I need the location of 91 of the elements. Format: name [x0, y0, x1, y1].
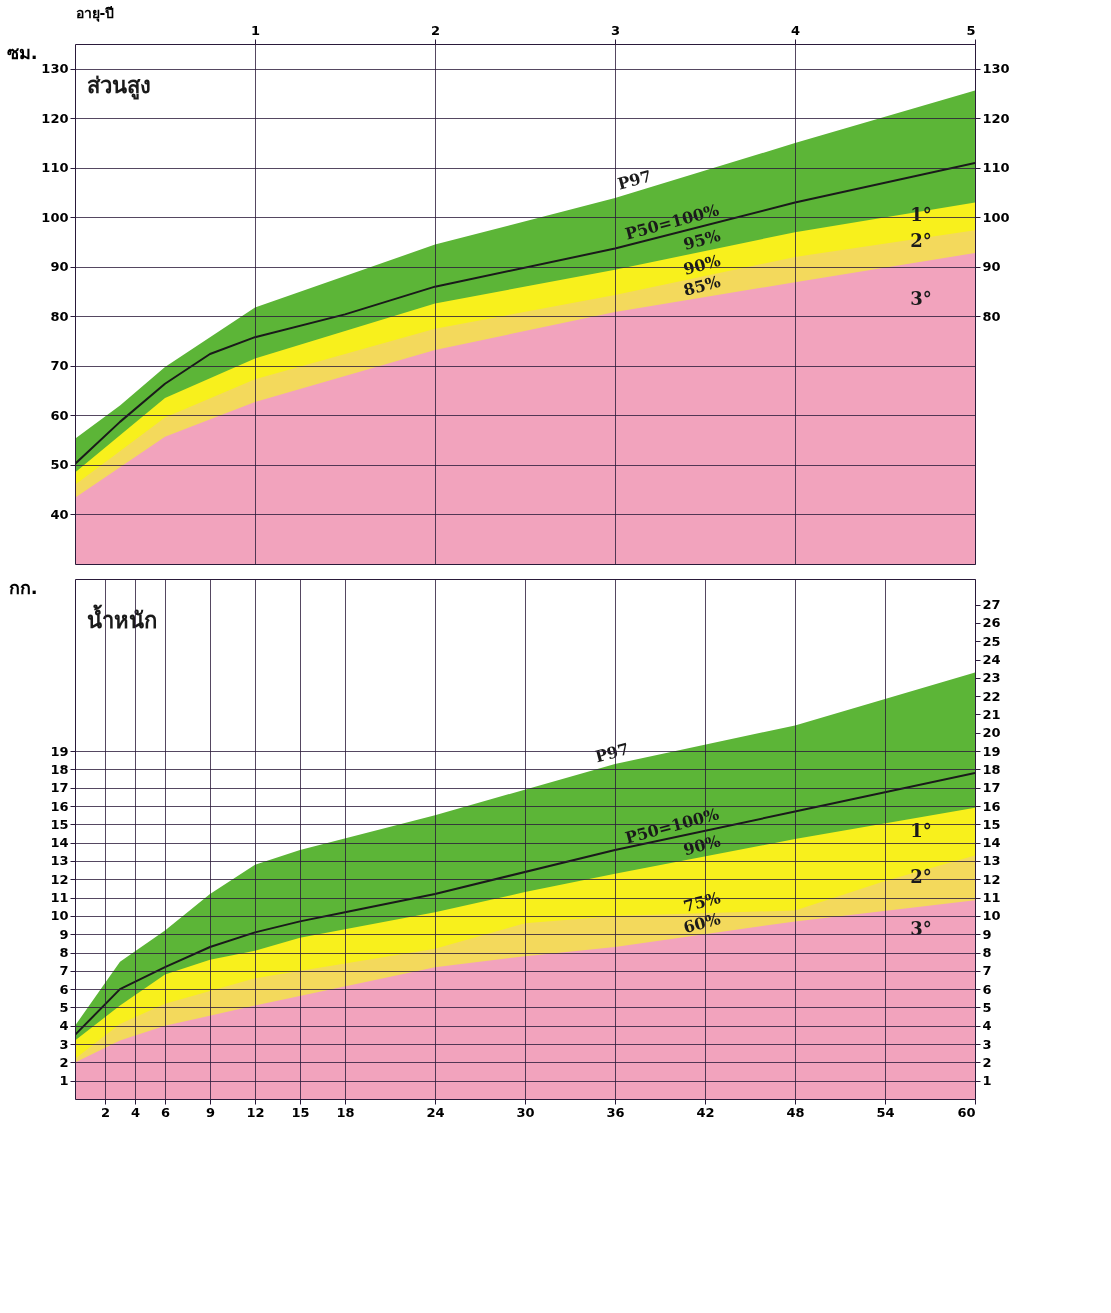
annotation: P97 [593, 739, 632, 767]
y-tick-label: 7 [59, 963, 69, 979]
x2-tick-label: 1 [250, 22, 261, 38]
x2-axis-title: อายุ-ปี [75, 4, 115, 22]
y-tick-label: 6 [59, 981, 69, 997]
y-tick-label: 2 [59, 1054, 69, 1070]
x-tick-label: 4 [130, 1104, 141, 1120]
y2-tick-label: 5 [982, 999, 992, 1015]
x-tick-label: 12 [246, 1104, 265, 1120]
y2-tick-label: 12 [982, 871, 1001, 887]
y-tick-label: 8 [59, 945, 69, 961]
y2-tick-label: 4 [982, 1018, 992, 1034]
y-tick-label: 70 [50, 358, 69, 374]
annotation: 3° [910, 287, 932, 309]
y2-tick-label: 1 [982, 1073, 992, 1089]
y-tick-label: 110 [41, 160, 69, 176]
y-tick-label: 130 [41, 61, 69, 77]
y2-tick-label: 20 [982, 725, 1001, 741]
y2-tick-label: 14 [982, 835, 1001, 851]
y2-tick-label: 24 [982, 652, 1001, 668]
y-tick-label: 18 [50, 761, 69, 777]
y2-tick-label: 16 [982, 798, 1001, 814]
x-tick-label: 54 [876, 1104, 895, 1120]
y2-tick-label: 3 [982, 1036, 992, 1052]
y-tick-label: 4 [59, 1018, 69, 1034]
y2-tick-label: 8 [982, 945, 992, 961]
x2-tick-label: 3 [610, 22, 621, 38]
x-tick-label: 42 [696, 1104, 715, 1120]
y-tick-label: 9 [59, 926, 69, 942]
y2-tick-label: 27 [982, 597, 1001, 613]
y-tick-label: 120 [41, 110, 69, 126]
y-tick-label: 16 [50, 798, 69, 814]
x2-tick-label: 4 [790, 22, 801, 38]
y2-tick-label: 120 [982, 110, 1010, 126]
y-tick-label: 10 [50, 908, 69, 924]
y-tick-label: 80 [50, 308, 69, 324]
y2-tick-label: 10 [982, 908, 1001, 924]
y-tick-label: 11 [50, 890, 69, 906]
y2-tick-label: 7 [982, 963, 992, 979]
x-tick-label: 24 [426, 1104, 445, 1120]
x2-tick-label: 5 [966, 22, 976, 38]
y2-tick-label: 100 [982, 209, 1010, 225]
y-tick-label: 50 [50, 457, 69, 473]
y-tick-label: 90 [50, 259, 69, 275]
text: ส่วนสูง [87, 73, 151, 100]
annotation: 2° [910, 229, 932, 251]
y-tick-label: 1 [59, 1073, 69, 1089]
y2-tick-label: 15 [982, 816, 1001, 832]
y-tick-label: 17 [50, 780, 69, 796]
x-tick-label: 2 [100, 1104, 111, 1120]
y2-tick-label: 17 [982, 780, 1001, 796]
y2-tick-label: 22 [982, 688, 1001, 704]
y-tick-label: 14 [50, 835, 69, 851]
y2-tick-label: 90 [982, 259, 1001, 275]
x-tick-label: 30 [516, 1104, 535, 1120]
y2-tick-label: 9 [982, 926, 992, 942]
y-tick-label: 12 [50, 871, 69, 887]
y2-tick-label: 80 [982, 308, 1001, 324]
y-tick-label: 19 [50, 743, 69, 759]
x-tick-label: 48 [786, 1104, 805, 1120]
y-tick-label: 40 [50, 506, 69, 522]
y2-tick-label: 26 [982, 615, 1001, 631]
x-tick-label: 9 [205, 1104, 216, 1120]
y2-tick-label: 13 [982, 853, 1001, 869]
annotation: 3° [910, 918, 932, 940]
y2-tick-label: 130 [982, 61, 1010, 77]
x-tick-label: 60 [957, 1104, 976, 1120]
y-tick-label: 60 [50, 407, 69, 423]
y2-tick-label: 11 [982, 890, 1001, 906]
x-tick-label: 6 [160, 1104, 171, 1120]
y-tick-label: 15 [50, 816, 69, 832]
y2-tick-label: 21 [982, 706, 1001, 722]
y-tick-label: 100 [41, 209, 69, 225]
y2-tick-label: 6 [982, 981, 992, 997]
x-tick-label: 15 [291, 1104, 310, 1120]
y-tick-label: 13 [50, 853, 69, 869]
annotation: 1° [910, 819, 932, 841]
y-tick-label: 5 [59, 999, 69, 1015]
y-axis-title: ซม. [6, 41, 38, 63]
y2-tick-label: 18 [982, 761, 1001, 777]
y2-tick-label: 23 [982, 670, 1001, 686]
y-axis-title: กก. [8, 576, 38, 598]
y2-tick-label: 2 [982, 1054, 992, 1070]
y2-tick-label: 19 [982, 743, 1001, 759]
x2-tick-label: 2 [430, 22, 441, 38]
x-tick-label: 36 [606, 1104, 625, 1120]
x-tick-label: 18 [336, 1104, 355, 1120]
y2-tick-label: 25 [982, 633, 1001, 649]
annotation: P97 [615, 166, 654, 194]
y2-tick-label: 110 [982, 160, 1010, 176]
y-tick-label: 3 [59, 1036, 69, 1052]
